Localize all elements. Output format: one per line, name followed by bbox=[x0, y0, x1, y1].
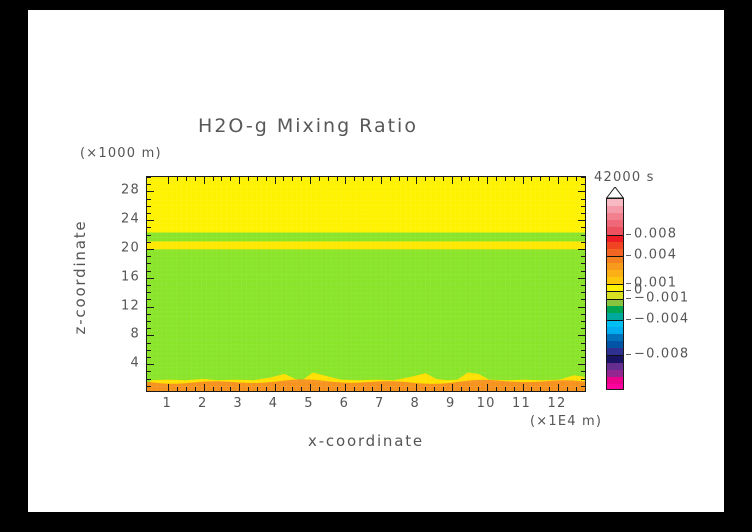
colorbar-band bbox=[607, 199, 623, 207]
x-tick-label: 12 bbox=[547, 396, 567, 411]
colorbar-band bbox=[607, 305, 623, 314]
colorbar-band bbox=[607, 234, 623, 243]
x-axis-unit-label: (×1E4 m) bbox=[530, 414, 603, 429]
x-tick-label: 7 bbox=[375, 396, 385, 411]
x-tick-label: 6 bbox=[339, 396, 350, 411]
colorbar[interactable] bbox=[606, 187, 624, 390]
colorbar-tick-label: 0 bbox=[634, 282, 644, 298]
y-tick-label: 20 bbox=[121, 240, 140, 256]
y-axis-title: z-coordinate bbox=[71, 219, 89, 335]
colorbar-band bbox=[607, 319, 623, 328]
colorbar-band bbox=[607, 348, 623, 357]
colorbar-band bbox=[607, 241, 623, 250]
y-tick-label: 28 bbox=[121, 182, 140, 198]
colorbar-band bbox=[607, 284, 623, 293]
colorbar-band bbox=[607, 270, 623, 278]
page-title: H2O-g Mixing Ratio bbox=[198, 115, 418, 137]
x-tick-label: 9 bbox=[445, 396, 456, 411]
x-tick-label: 2 bbox=[197, 396, 208, 411]
colorbar-band bbox=[607, 327, 623, 335]
colorbar-tick-label: 0.008 bbox=[634, 226, 678, 242]
y-tick-label: 16 bbox=[121, 269, 140, 285]
colorbar-band bbox=[607, 334, 623, 342]
colorbar-band bbox=[607, 383, 623, 389]
y-tick-label: 12 bbox=[121, 298, 140, 314]
contour-plot-area[interactable] bbox=[146, 176, 586, 392]
plot-canvas: H2O-g Mixing Ratio (×1000 m) 42000 s bbox=[28, 10, 724, 512]
colorbar-band bbox=[607, 227, 623, 236]
x-tick-label: 10 bbox=[476, 396, 496, 411]
colorbar-band bbox=[607, 291, 623, 300]
colorbar-band bbox=[607, 206, 623, 214]
colorbar-tick-label: −0.001 bbox=[634, 290, 690, 306]
y-tick-label: 24 bbox=[121, 211, 140, 227]
colorbar-tick-label: 0.004 bbox=[634, 247, 678, 263]
timestamp-label: 42000 s bbox=[594, 170, 655, 185]
x-tick-label: 4 bbox=[268, 396, 279, 411]
colorbar-band bbox=[607, 369, 623, 378]
colorbar-band bbox=[607, 341, 623, 349]
y-tick-label: 8 bbox=[130, 326, 140, 342]
x-tick-label: 3 bbox=[233, 396, 243, 411]
colorbar-band bbox=[607, 220, 623, 229]
x-tick-label: 8 bbox=[410, 396, 420, 411]
colorbar-band bbox=[607, 362, 623, 371]
x-tick-label: 5 bbox=[304, 396, 314, 411]
colorbar-band bbox=[607, 213, 623, 221]
colorbar-band bbox=[607, 376, 623, 385]
colorbar-band bbox=[607, 255, 623, 264]
x-axis-title: x-coordinate bbox=[308, 432, 424, 450]
y-axis-unit-label: (×1000 m) bbox=[80, 146, 162, 161]
colorbar-band bbox=[607, 312, 623, 321]
colorbar-tick-label: −0.004 bbox=[634, 311, 690, 327]
contour-field bbox=[147, 177, 585, 391]
colorbar-band bbox=[607, 248, 623, 257]
colorbar-band bbox=[607, 263, 623, 271]
colorbar-tick-label: −0.008 bbox=[634, 346, 690, 362]
colorbar-band bbox=[607, 355, 623, 364]
colorbar-band bbox=[607, 298, 623, 307]
colorbar-tick-label: 0.001 bbox=[634, 275, 678, 291]
colorbar-band bbox=[607, 277, 623, 285]
x-tick-label: 11 bbox=[512, 396, 531, 411]
x-tick-label: 1 bbox=[162, 396, 173, 411]
colorbar-bands bbox=[606, 198, 624, 390]
y-tick-label: 4 bbox=[130, 355, 140, 371]
